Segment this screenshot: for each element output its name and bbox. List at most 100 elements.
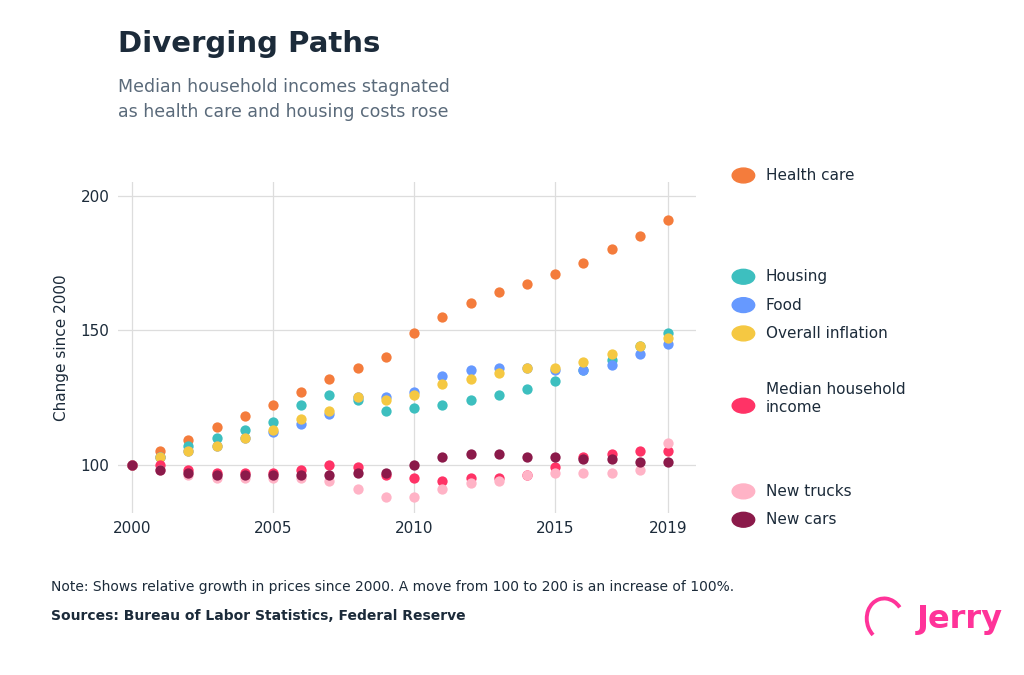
Point xyxy=(434,371,451,381)
Point xyxy=(208,422,224,433)
Point xyxy=(378,392,394,403)
Point xyxy=(434,379,451,389)
Point xyxy=(490,362,507,373)
Point xyxy=(322,459,338,470)
Text: Jerry: Jerry xyxy=(916,604,1002,635)
Point xyxy=(490,287,507,298)
Text: Median household
income: Median household income xyxy=(766,381,905,415)
Point xyxy=(237,432,253,443)
Point xyxy=(322,408,338,419)
Point xyxy=(293,470,309,481)
Point xyxy=(519,384,536,395)
Point xyxy=(152,451,168,462)
Point xyxy=(406,327,422,338)
Point xyxy=(463,373,479,384)
Point xyxy=(632,464,648,475)
Point xyxy=(349,392,366,403)
Point xyxy=(208,472,224,483)
Point xyxy=(293,387,309,398)
Text: Housing: Housing xyxy=(766,269,828,284)
Point xyxy=(124,459,140,470)
Point xyxy=(237,411,253,422)
Point xyxy=(208,440,224,451)
Point xyxy=(659,446,676,456)
Point xyxy=(124,459,140,470)
Point xyxy=(406,403,422,414)
Point xyxy=(180,440,197,451)
Point xyxy=(349,467,366,478)
Text: Sources: Bureau of Labor Statistics, Federal Reserve: Sources: Bureau of Labor Statistics, Fed… xyxy=(51,609,466,622)
Point xyxy=(659,333,676,344)
Point xyxy=(603,244,620,255)
Text: Median household incomes stagnated
as health care and housing costs rose: Median household incomes stagnated as he… xyxy=(118,78,450,121)
Point xyxy=(208,470,224,481)
Point xyxy=(659,437,676,448)
Point xyxy=(208,467,224,478)
Point xyxy=(378,467,394,478)
Point xyxy=(519,362,536,373)
Point xyxy=(237,472,253,483)
Point xyxy=(603,454,620,464)
Point xyxy=(659,327,676,338)
Point xyxy=(463,298,479,308)
Point xyxy=(575,454,592,464)
Point xyxy=(124,459,140,470)
Point xyxy=(322,470,338,481)
Point xyxy=(378,470,394,481)
Text: Diverging Paths: Diverging Paths xyxy=(118,30,380,58)
Point xyxy=(659,456,676,467)
Point xyxy=(632,446,648,456)
Point xyxy=(603,467,620,478)
Point xyxy=(575,451,592,462)
Point xyxy=(152,451,168,462)
Point xyxy=(265,400,282,411)
Point xyxy=(575,365,592,376)
Point xyxy=(603,354,620,365)
Point xyxy=(208,432,224,443)
Point xyxy=(237,470,253,481)
Text: Health care: Health care xyxy=(766,168,854,183)
Point xyxy=(547,268,563,279)
Point xyxy=(463,448,479,459)
Point xyxy=(434,400,451,411)
Point xyxy=(632,341,648,352)
Text: New trucks: New trucks xyxy=(766,484,852,499)
Point xyxy=(293,464,309,475)
Point xyxy=(265,467,282,478)
Point xyxy=(519,362,536,373)
Point xyxy=(519,279,536,290)
Point xyxy=(434,483,451,494)
Point xyxy=(378,406,394,416)
Point xyxy=(124,459,140,470)
Point xyxy=(547,376,563,387)
Point xyxy=(322,389,338,400)
Point xyxy=(490,475,507,486)
Text: New cars: New cars xyxy=(766,512,837,527)
Point xyxy=(547,467,563,478)
Point xyxy=(237,432,253,443)
Point xyxy=(575,365,592,376)
Point xyxy=(349,462,366,472)
Point xyxy=(349,483,366,494)
Point xyxy=(265,416,282,427)
Point xyxy=(575,258,592,269)
Point xyxy=(406,389,422,400)
Point xyxy=(124,459,140,470)
Point xyxy=(349,392,366,403)
Point xyxy=(378,395,394,406)
Point xyxy=(237,425,253,435)
Point xyxy=(603,448,620,459)
Point xyxy=(632,349,648,360)
Point xyxy=(265,425,282,435)
Point xyxy=(349,395,366,406)
Point xyxy=(575,467,592,478)
Point xyxy=(180,467,197,478)
Point xyxy=(293,419,309,430)
Point xyxy=(490,389,507,400)
Point xyxy=(152,446,168,456)
Point xyxy=(463,472,479,483)
Point xyxy=(180,435,197,446)
Point xyxy=(519,451,536,462)
Point xyxy=(406,459,422,470)
Point xyxy=(463,478,479,489)
